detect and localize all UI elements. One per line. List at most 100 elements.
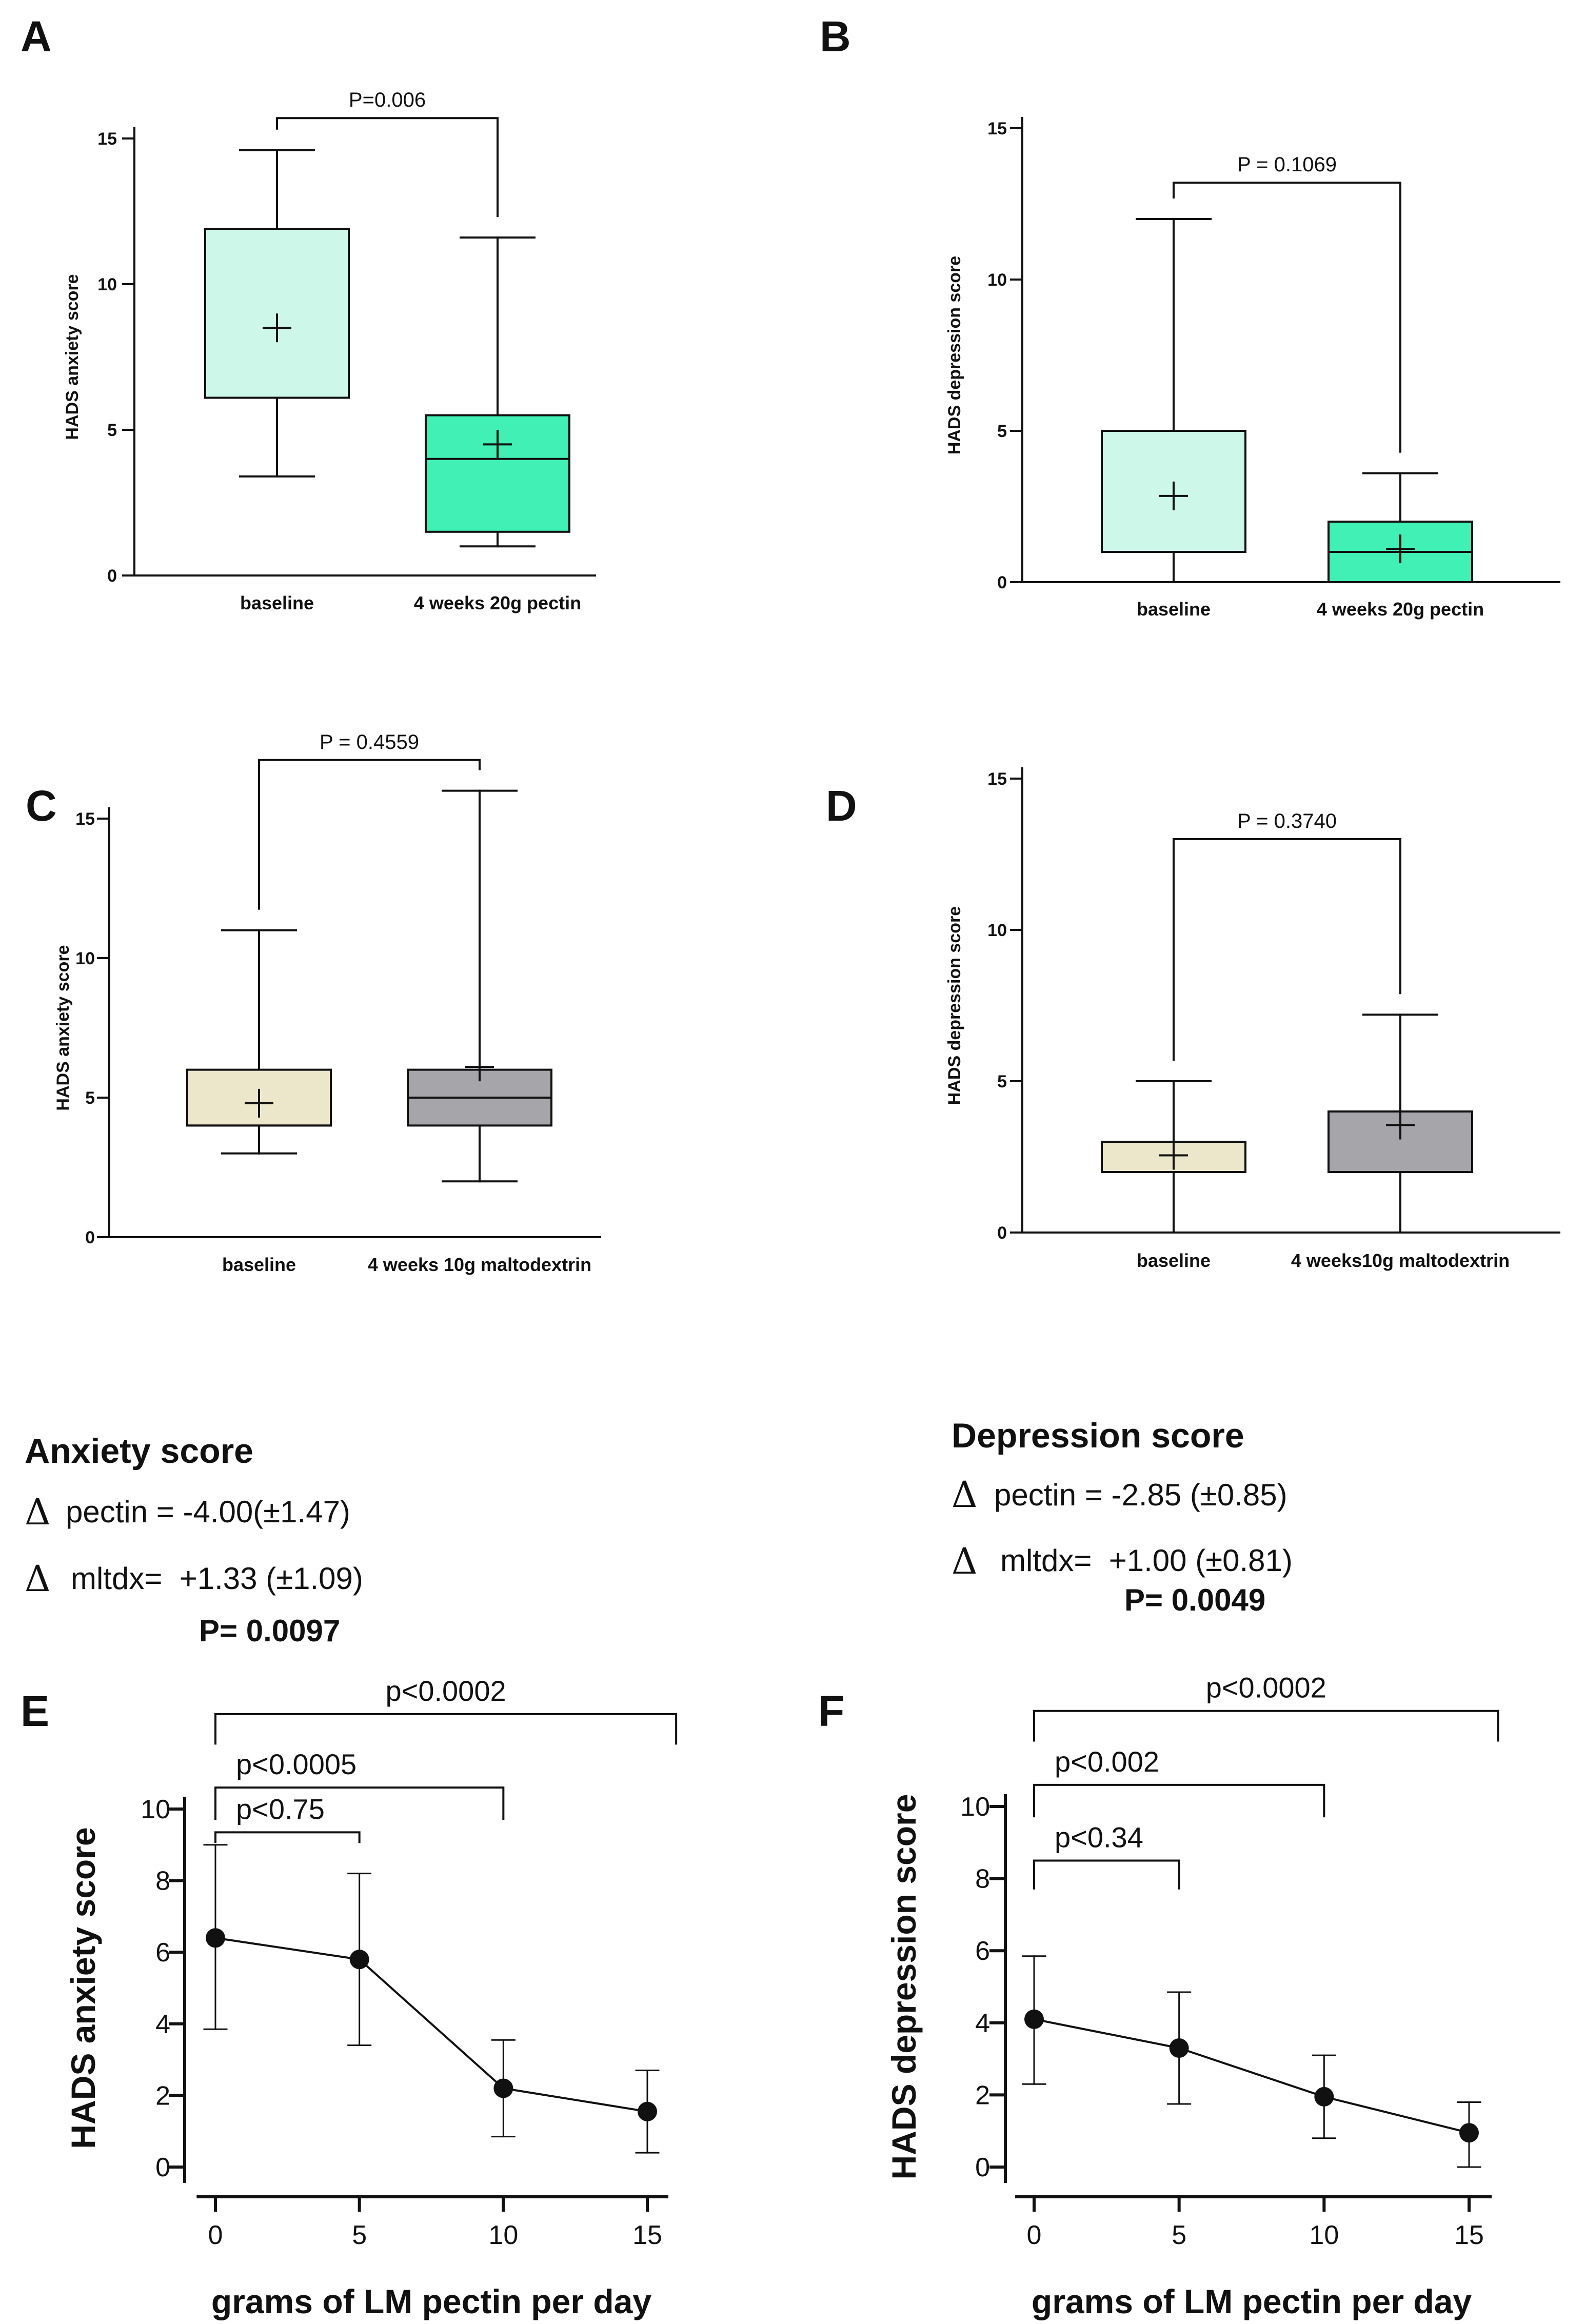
comparison-bracket — [214, 1786, 505, 1820]
x-tick-label: 15 — [1454, 2220, 1484, 2250]
p-value-label: P = 0.4559 — [320, 731, 419, 753]
y-tick-label: 8 — [155, 1866, 170, 1896]
significance-bracket — [1173, 182, 1401, 453]
y-tick-label: 15 — [97, 129, 117, 149]
y-tick-label: 10 — [75, 949, 95, 968]
comparison-bracket — [1033, 1783, 1325, 1818]
panel-label-c: C — [26, 782, 57, 830]
chart-a: 0 5 10 15 HADS anxiety score baseline 4 weeks … — [63, 89, 596, 613]
y-tick-label: 0 — [155, 2153, 170, 2182]
significance-bracket — [258, 759, 481, 910]
significance-bracket — [276, 117, 499, 217]
x-tick-label: 10 — [1309, 2220, 1339, 2250]
comparison-label: p<0.002 — [1055, 1745, 1159, 1778]
bracket-line — [1173, 838, 1401, 1061]
x-category-label: 4 weeks 20g pectin — [414, 592, 581, 613]
chart-c: 0 5 10 15 HADS anxiety score baseline 4 weeks … — [53, 731, 601, 1275]
y-tick-label: 6 — [155, 1938, 170, 1968]
x-tick-label: 10 — [488, 2220, 518, 2250]
y-tick-label: 10 — [987, 270, 1007, 290]
y-tick-label: 8 — [975, 1864, 990, 1894]
series-line — [215, 1937, 648, 2113]
p-value-label: P = 0.1069 — [1237, 153, 1337, 176]
y-axis-label: HADS depression score — [945, 906, 964, 1105]
y-axis-label: HADS anxiety score — [53, 945, 73, 1110]
x-category-label: baseline — [1137, 1250, 1211, 1271]
x-tick-label: 0 — [208, 2220, 223, 2250]
x-tick-label: 0 — [1027, 2220, 1042, 2250]
box-treatment — [425, 236, 570, 548]
bracket-line — [258, 759, 481, 910]
data-point — [1169, 2038, 1189, 2058]
x-category-label: 4 weeks10g maltodextrin — [1291, 1250, 1510, 1271]
y-axis-label: HADS anxiety score — [64, 1827, 102, 2149]
x-category-label: 4 weeks 10g maltodextrin — [368, 1254, 591, 1275]
bracket-line — [276, 117, 499, 217]
y-tick-label: 10 — [987, 921, 1007, 940]
summary-anxiety-mltdx: mltdx= +1.33 (±1.09) — [71, 1561, 363, 1596]
y-tick-label: 4 — [975, 2009, 990, 2038]
data-point — [349, 1950, 369, 1970]
chart-e: 0 2 4 6 8 10 0 5 10 15 grams of LM pectin per day H… — [64, 1675, 678, 2320]
data-point — [493, 2078, 513, 2098]
data-point — [206, 1928, 225, 1948]
y-tick-label: 2 — [975, 2080, 990, 2110]
y-tick-label: 2 — [155, 2081, 170, 2111]
data-point — [1459, 2123, 1479, 2143]
comparison-label: p<0.0002 — [1206, 1672, 1326, 1704]
summary-depression-pvalue: P= 0.0049 — [1124, 1583, 1265, 1617]
iqr-box — [204, 228, 350, 399]
box-baseline — [1101, 218, 1246, 583]
y-tick-label: 5 — [85, 1088, 95, 1108]
summary-depression-pectin: pectin = -2.85 (±0.85) — [994, 1478, 1287, 1512]
x-tick-label: 15 — [632, 2220, 662, 2250]
comparison-label: p<0.0005 — [236, 1748, 356, 1780]
data-point — [1314, 2087, 1334, 2107]
comparison-bracket — [1033, 1710, 1499, 1742]
comparison-bracket — [214, 1713, 678, 1745]
comparison-label: p<0.0002 — [385, 1675, 506, 1707]
comparison-label: p<0.75 — [236, 1793, 325, 1825]
comparison-bracket — [1033, 1859, 1180, 1890]
box-treatment — [407, 789, 552, 1183]
x-tick-label: 5 — [352, 2220, 367, 2250]
p-value-label: P = 0.3740 — [1237, 810, 1337, 832]
delta-symbol: Δ — [952, 1540, 978, 1582]
y-tick-label: 10 — [97, 275, 117, 294]
delta-symbol: Δ — [25, 1558, 51, 1600]
y-axis-label: HADS depression score — [945, 256, 964, 454]
box-treatment — [1328, 1014, 1473, 1234]
y-tick-label: 0 — [975, 2153, 990, 2182]
y-axis-label: HADS anxiety score — [63, 274, 82, 440]
data-point — [638, 2101, 657, 2121]
summary-depression-title: Depression score — [952, 1416, 1244, 1455]
box-baseline — [1101, 1080, 1246, 1234]
y-tick-label: 4 — [155, 2010, 170, 2039]
bracket-line — [1173, 182, 1401, 453]
box-baseline — [186, 929, 332, 1155]
summary-anxiety: Anxiety score Δ pectin = -4.00(±1.47) Δ … — [25, 1432, 363, 1648]
y-tick-label: 5 — [107, 421, 117, 440]
panel-label-e: E — [21, 1687, 49, 1735]
y-tick-label: 0 — [107, 566, 117, 586]
x-category-label: baseline — [222, 1254, 296, 1275]
delta-symbol: Δ — [952, 1474, 978, 1516]
y-tick-label: 5 — [997, 1072, 1007, 1091]
y-tick-label: 10 — [960, 1792, 990, 1822]
x-category-label: baseline — [240, 592, 314, 613]
x-tick-label: 5 — [1172, 2220, 1186, 2250]
chart-d: 0 5 10 15 HADS depression score baseline 4 wee… — [945, 767, 1560, 1271]
significance-bracket — [1173, 838, 1401, 1061]
y-tick-label: 5 — [997, 422, 1007, 441]
summary-anxiety-pectin: pectin = -4.00(±1.47) — [66, 1495, 350, 1529]
x-axis-label: grams of LM pectin per day — [211, 2282, 651, 2320]
p-value-label: P=0.006 — [349, 89, 426, 111]
data-point — [1024, 2009, 1044, 2029]
summary-anxiety-pvalue: P= 0.0097 — [199, 1614, 340, 1648]
chart-b: 0 5 10 15 HADS depression score baseline 4 wee… — [945, 117, 1560, 620]
panel-label-a: A — [21, 12, 52, 61]
series-line — [1034, 2018, 1470, 2134]
y-tick-label: 0 — [85, 1228, 95, 1247]
comparison-bracket — [214, 1831, 361, 1843]
